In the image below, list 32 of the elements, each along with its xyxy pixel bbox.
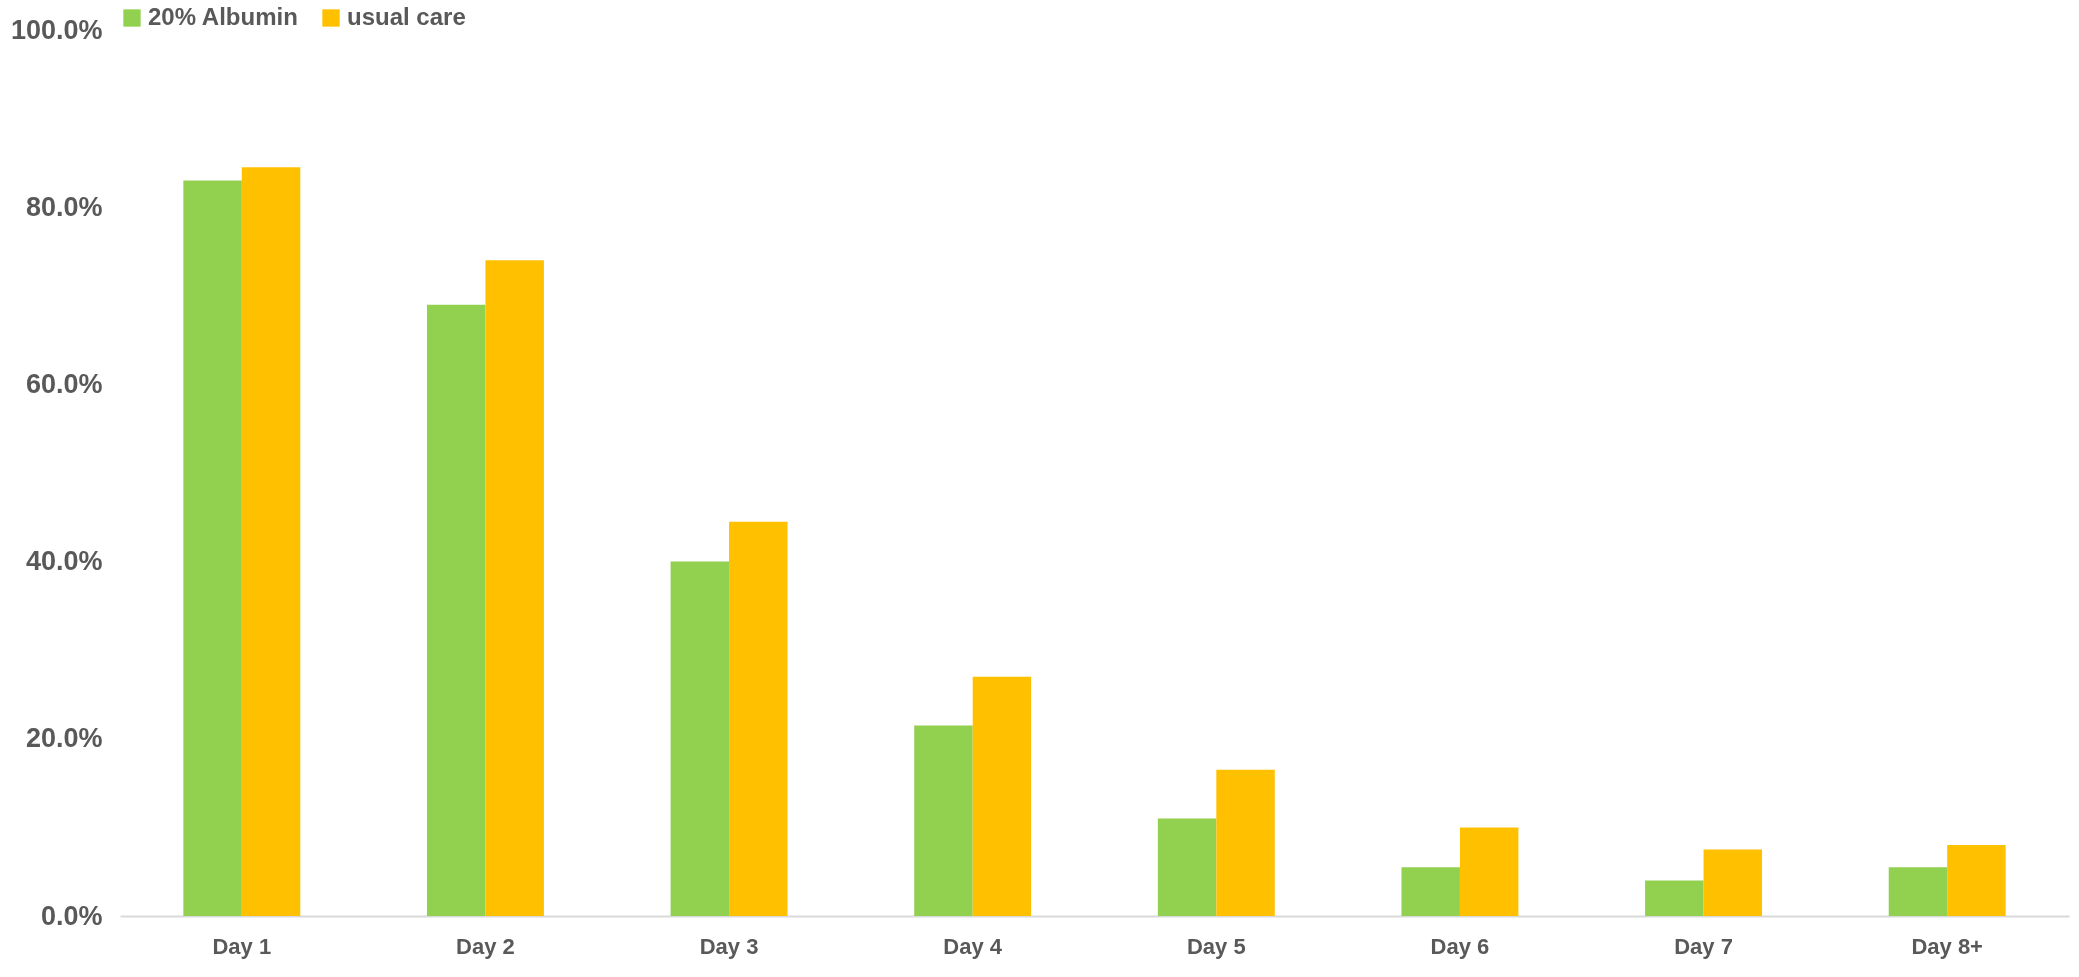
x-tick-label: Day 5	[1186, 933, 1246, 959]
bar	[972, 676, 1032, 916]
bar	[183, 180, 242, 916]
bar	[670, 561, 730, 916]
y-tick-label: 100.0%	[10, 14, 103, 45]
x-tick-label: Day 4	[943, 933, 1003, 959]
y-tick-label: 20.0%	[25, 723, 103, 754]
y-tick-label: 40.0%	[25, 546, 103, 577]
y-tick-label: 0.0%	[40, 900, 103, 931]
bar	[426, 304, 486, 916]
bar	[1645, 880, 1704, 916]
x-tick-label: Day 3	[699, 933, 759, 959]
bar	[1947, 845, 2006, 916]
bar	[485, 260, 544, 916]
x-tick-label: Day 8+	[1911, 933, 1983, 959]
bar	[1703, 849, 1763, 916]
bar	[1157, 818, 1217, 916]
bar	[241, 167, 301, 916]
bar	[1459, 827, 1519, 916]
x-tick-label: Day 7	[1674, 933, 1733, 959]
x-tick-label: Day 1	[212, 933, 272, 959]
bar	[914, 725, 973, 916]
legend-label: usual care	[347, 3, 466, 30]
y-tick-label: 60.0%	[25, 368, 103, 399]
x-tick-label: Day 2	[456, 933, 515, 959]
y-tick-label: 80.0%	[25, 191, 103, 222]
bar	[1216, 769, 1275, 916]
legend-label: 20% Albumin	[148, 3, 298, 30]
x-tick-label: Day 6	[1430, 933, 1490, 959]
bar	[1401, 867, 1460, 916]
bar	[729, 521, 788, 916]
bar	[1888, 867, 1948, 916]
